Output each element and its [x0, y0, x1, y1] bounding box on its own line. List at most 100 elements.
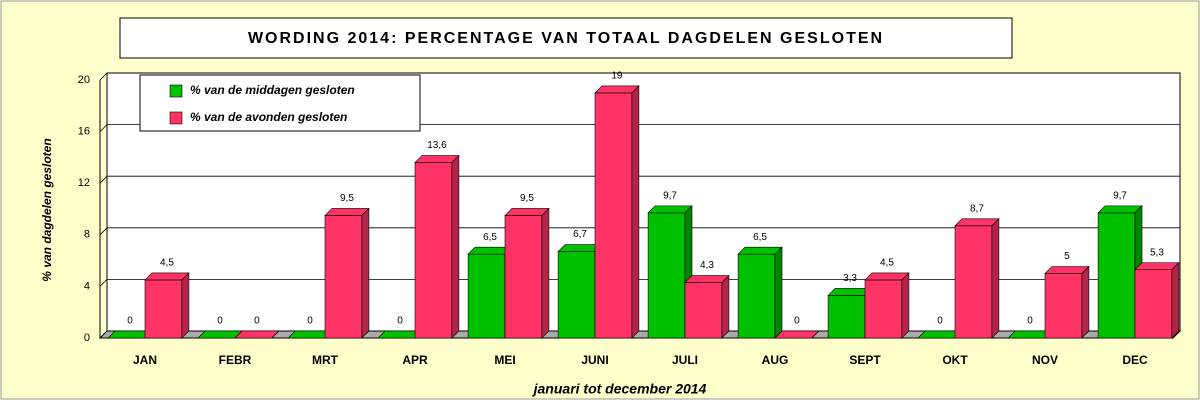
- value-label: 0: [937, 316, 943, 327]
- x-tick-label: SEPT: [849, 353, 881, 367]
- value-label: 4,3: [700, 260, 714, 271]
- grid-line: [99, 72, 1180, 81]
- value-label: 0: [1027, 316, 1033, 327]
- x-tick-label: MRT: [312, 353, 339, 367]
- bar-top: [324, 208, 370, 216]
- value-label: 0: [127, 316, 133, 327]
- legend: % van de middagen gesloten % van de avond…: [139, 74, 421, 132]
- bar-side: [811, 330, 820, 339]
- bar-top: [774, 330, 820, 339]
- legend-label: % van de avonden gesloten: [190, 110, 347, 124]
- bar-side: [1171, 261, 1180, 339]
- bar-top: [954, 218, 1000, 227]
- bar: [1044, 265, 1090, 339]
- bar-front: [647, 212, 686, 339]
- value-label: 0: [254, 316, 260, 327]
- bar: [1134, 261, 1180, 339]
- bar-front: [557, 251, 596, 339]
- y-tick-label: 4: [84, 280, 90, 292]
- bar-front: [684, 282, 723, 339]
- y-tick-label: 20: [78, 74, 90, 86]
- title-box: [119, 17, 1013, 59]
- y-tick-label: 16: [78, 126, 90, 138]
- value-label: 9,7: [1113, 191, 1127, 202]
- bar-top: [1134, 262, 1180, 270]
- bar-front: [1134, 269, 1173, 339]
- bar-top: [684, 275, 730, 283]
- value-label: 3,3: [843, 273, 857, 284]
- bar-front: [467, 253, 506, 339]
- bar-top: [414, 155, 460, 163]
- value-label: 6,7: [573, 229, 587, 240]
- bar-top: [594, 85, 640, 94]
- bar-front: [504, 215, 543, 339]
- bar-side: [774, 246, 783, 339]
- x-tick-label: OKT: [942, 353, 968, 367]
- value-label: 0: [794, 316, 800, 327]
- y-axis-title: % van dagdelen gesloten: [40, 138, 54, 281]
- bar: [144, 272, 190, 339]
- bar-front: [1044, 273, 1083, 339]
- x-tick-label: APR: [402, 353, 428, 367]
- value-label: 6,5: [753, 232, 767, 243]
- value-label: 9,5: [340, 193, 354, 204]
- y-tick-label: 12: [78, 177, 90, 189]
- bar-top: [234, 330, 280, 339]
- value-label: 9,5: [520, 193, 534, 204]
- bar: [774, 330, 820, 339]
- bar: [594, 85, 640, 339]
- grid-line: [99, 227, 1180, 236]
- bar-top: [737, 246, 783, 255]
- value-label: 8,7: [970, 203, 984, 214]
- bar: [737, 246, 783, 339]
- bar-top: [1044, 266, 1090, 274]
- x-tick-label: DEC: [1122, 353, 1148, 367]
- bar: [864, 272, 910, 339]
- bar-top: [1097, 205, 1143, 214]
- bar: [324, 207, 370, 339]
- value-label: 9,7: [663, 191, 677, 202]
- value-label: 4,5: [160, 258, 174, 269]
- x-tick-label: AUG: [762, 353, 789, 367]
- bar-top: [864, 272, 910, 281]
- x-tick-label: NOV: [1032, 353, 1058, 367]
- value-label: 13,6: [427, 140, 447, 151]
- bar-front: [414, 162, 453, 339]
- bar-side: [361, 207, 370, 339]
- bar-top: [197, 330, 243, 339]
- bar-side: [721, 274, 730, 339]
- bar: [684, 274, 730, 339]
- bar: [954, 218, 1000, 339]
- value-label: 0: [217, 316, 223, 327]
- bar-side: [631, 85, 640, 339]
- bar-top: [144, 272, 190, 281]
- bar-side: [991, 218, 1000, 339]
- bar-side: [541, 207, 550, 339]
- bar-side: [901, 272, 910, 339]
- bar-top: [647, 205, 693, 214]
- value-label: 5: [1064, 251, 1070, 262]
- legend-box: [139, 74, 421, 132]
- bar: [234, 330, 280, 339]
- bar-front: [324, 215, 363, 339]
- bar-front: [954, 225, 993, 339]
- chart-title: WORDING 2014: PERCENTAGE VAN TOTAAL DAGD…: [248, 30, 884, 47]
- bar: [414, 154, 460, 339]
- value-label: 6,5: [483, 232, 497, 243]
- grid-line: [99, 124, 1180, 132]
- bar-front: [594, 92, 633, 339]
- value-label: 0: [307, 316, 313, 327]
- bar: [504, 207, 550, 339]
- value-label: 19: [611, 71, 623, 82]
- legend-swatch: [169, 111, 183, 125]
- grid-line: [99, 330, 1180, 339]
- bar-side: [271, 330, 280, 339]
- legend-label: % van de middagen gesloten: [190, 83, 355, 97]
- bar-front: [1097, 212, 1136, 339]
- value-label: 4,5: [880, 258, 894, 269]
- bar-side: [451, 154, 460, 339]
- grid-line: [99, 278, 1180, 287]
- bar-front: [737, 253, 776, 339]
